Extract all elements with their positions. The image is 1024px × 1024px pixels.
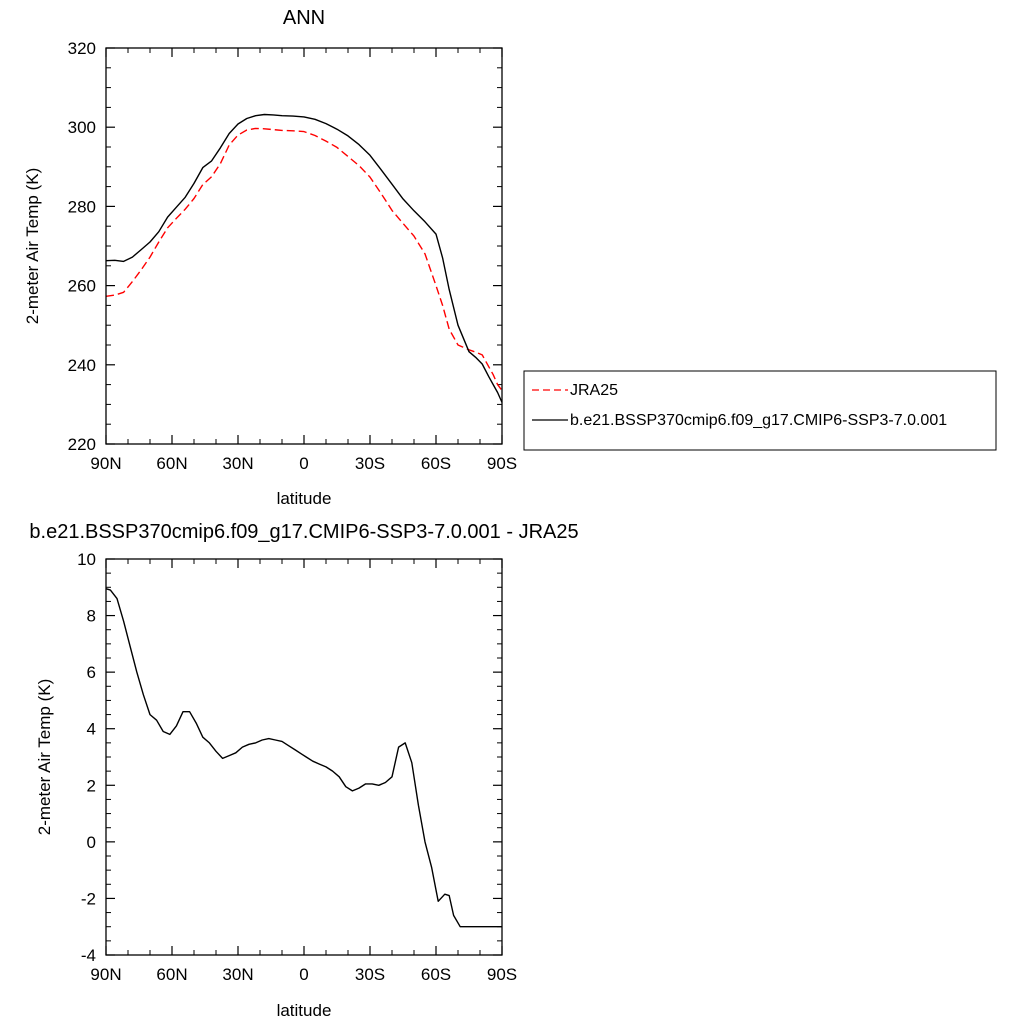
- top-chart-xtick-label: 90N: [90, 454, 121, 473]
- legend-label-jra25: JRA25: [570, 382, 618, 399]
- top-chart-xtick-label: 90S: [487, 454, 517, 473]
- top-chart-xlabel: latitude: [277, 489, 332, 508]
- bottom-chart-ytick-label: 10: [77, 550, 96, 569]
- bottom-chart-ytick-label: 8: [87, 607, 96, 626]
- bottom-chart-ytick-label: 4: [87, 720, 96, 739]
- top-chart-ytick-label: 240: [68, 356, 96, 375]
- bottom-chart-xtick-label: 30S: [355, 965, 385, 984]
- bottom-chart-xtick-label: 60N: [156, 965, 187, 984]
- bottom-chart-xlabel: latitude: [277, 1001, 332, 1020]
- top-chart-ytick-label: 280: [68, 197, 96, 216]
- top-chart-series-line-2: [105, 113, 503, 403]
- bottom-chart-ytick-label: 2: [87, 776, 96, 795]
- bottom-chart-xtick-label: 0: [299, 965, 308, 984]
- bottom-chart-series-line-1: [105, 588, 502, 928]
- top-chart-series-line-1: [105, 127, 503, 391]
- bottom-chart-ylabel: 2-meter Air Temp (K): [35, 679, 54, 836]
- top-chart-xtick-label: 60N: [156, 454, 187, 473]
- top-chart-ticks: 90N 60N 30N 0 30S 60S 90S 220 240 260 280 300 320: [68, 39, 518, 473]
- chart-title-top: ANN: [283, 7, 325, 29]
- bottom-chart-xtick-label: 90N: [90, 965, 121, 984]
- bottom-chart-ytick-label: 6: [87, 663, 96, 682]
- top-chart-ytick-label: 260: [68, 277, 96, 296]
- legend: JRA25 b.e21.BSSP370cmip6.f09_g17.CMIP6-S…: [523, 370, 997, 451]
- chart-title-bottom: b.e21.BSSP370cmip6.f09_g17.CMIP6-SSP3-7.…: [29, 521, 578, 543]
- bottom-chart-ytick-label: -2: [81, 889, 96, 908]
- top-chart-series: [105, 113, 503, 403]
- bottom-chart-xtick-label: 60S: [421, 965, 451, 984]
- top-chart-frame: [105, 47, 503, 445]
- bottom-chart-ticks: 90N 60N 30N 0 30S 60S 90S -4 -2 0 2 4 6 8 10: [77, 550, 517, 984]
- top-chart-ylabel: 2-meter Air Temp (K): [23, 168, 42, 325]
- top-chart-xtick-label: 30S: [355, 454, 385, 473]
- top-chart-xtick-label: 60S: [421, 454, 451, 473]
- bottom-chart-xtick-label: 90S: [487, 965, 517, 984]
- top-chart-ytick-label: 320: [68, 39, 96, 58]
- top-chart-xtick-label: 30N: [222, 454, 253, 473]
- bottom-chart-frame: [105, 558, 503, 956]
- bottom-chart-ytick-label: 0: [87, 833, 96, 852]
- top-chart-xtick-label: 0: [299, 454, 308, 473]
- top-chart-ytick-label: 300: [68, 118, 96, 137]
- bottom-chart-series: [105, 588, 502, 928]
- top-chart-ytick-label: 220: [68, 435, 96, 454]
- bottom-chart-ytick-label: -4: [81, 946, 96, 965]
- bottom-chart-xtick-label: 30N: [222, 965, 253, 984]
- legend-label-model: b.e21.BSSP370cmip6.f09_g17.CMIP6-SSP3-7.…: [570, 412, 947, 429]
- legend-box: [523, 370, 997, 451]
